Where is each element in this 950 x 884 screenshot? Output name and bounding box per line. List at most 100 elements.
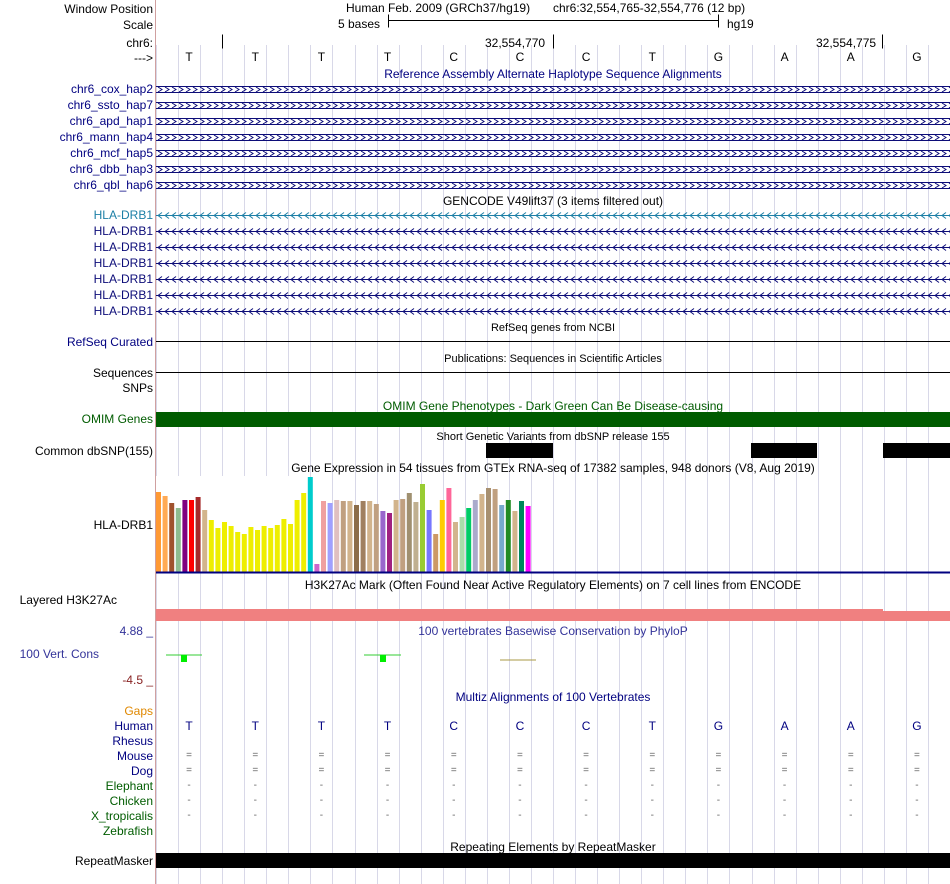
omim-title[interactable]: OMIM Gene Phenotypes - Dark Green Can Be…: [382, 399, 724, 413]
gtex-tissue-bar[interactable]: [301, 493, 307, 572]
multiz-species-label[interactable]: Chicken: [109, 794, 153, 808]
gene-feature[interactable]: [156, 307, 950, 316]
alt-haplotype-label[interactable]: chr6_ssto_hap7: [67, 98, 153, 112]
alt-haplotypes-title[interactable]: Reference Assembly Alternate Haplotype S…: [384, 67, 722, 81]
omim-bar[interactable]: [156, 412, 950, 427]
gtex-tissue-bar[interactable]: [261, 526, 267, 572]
gtex-tissue-bar[interactable]: [208, 520, 214, 572]
gtex-tissue-bar[interactable]: [162, 496, 168, 572]
gtex-tissue-bar[interactable]: [307, 477, 313, 572]
multiz-species-label[interactable]: X_tropicalis: [90, 809, 153, 823]
dbsnp-variant[interactable]: [486, 443, 553, 458]
gtex-tissue-bar[interactable]: [479, 494, 485, 572]
gtex-tissue-bar[interactable]: [499, 505, 505, 572]
gtex-tissue-bar[interactable]: [156, 492, 161, 572]
gencode-gene-label[interactable]: HLA-DRB1: [93, 256, 153, 270]
gtex-tissue-bar[interactable]: [525, 506, 531, 572]
gtex-tissue-bar[interactable]: [235, 532, 241, 572]
gtex-tissue-bar[interactable]: [387, 513, 392, 572]
gtex-tissue-bar[interactable]: [367, 501, 373, 572]
gtex-tissue-bar[interactable]: [274, 525, 280, 572]
gtex-tissue-bar[interactable]: [195, 497, 201, 572]
publications-line[interactable]: [156, 372, 950, 373]
gtex-tissue-bar[interactable]: [215, 528, 221, 572]
multiz-species-label[interactable]: Elephant: [105, 779, 153, 793]
gencode-gene-label[interactable]: HLA-DRB1: [93, 240, 153, 254]
gtex-tissue-bar[interactable]: [373, 504, 379, 572]
gtex-tissue-bar[interactable]: [453, 522, 458, 572]
publications-title[interactable]: Publications: Sequences in Scientific Ar…: [444, 353, 662, 365]
refseq-line[interactable]: [156, 341, 950, 342]
alt-haplotype-label[interactable]: chr6_mcf_hap5: [70, 146, 153, 160]
omim-label[interactable]: OMIM Genes: [81, 412, 153, 426]
gtex-tissue-bar[interactable]: [400, 499, 406, 572]
gene-feature[interactable]: [156, 243, 950, 252]
gtex-tissue-bar[interactable]: [255, 530, 260, 572]
h3k27ac-signal[interactable]: [156, 605, 950, 622]
gtex-tissue-bar[interactable]: [327, 503, 333, 572]
multiz-species-label[interactable]: Mouse: [116, 749, 153, 763]
gtex-tissue-bar[interactable]: [340, 501, 346, 572]
gtex-tissue-bar[interactable]: [241, 534, 247, 572]
gtex-tissue-bar[interactable]: [393, 500, 399, 572]
gtex-tissue-bar[interactable]: [519, 501, 524, 572]
gtex-tissue-bar[interactable]: [426, 510, 432, 572]
alignment-feature[interactable]: [156, 84, 950, 95]
gencode-gene-label[interactable]: HLA-DRB1: [93, 208, 153, 222]
gene-feature[interactable]: [156, 227, 950, 236]
gtex-tissue-bar[interactable]: [486, 488, 491, 572]
alignment-feature[interactable]: [156, 164, 950, 175]
gtex-title[interactable]: Gene Expression in 54 tissues from GTEx …: [291, 461, 815, 475]
gtex-tissue-bar[interactable]: [314, 564, 320, 572]
gtex-tissue-bar[interactable]: [202, 510, 208, 572]
gtex-tissue-bar[interactable]: [321, 501, 326, 572]
multiz-title[interactable]: Multiz Alignments of 100 Vertebrates: [455, 690, 651, 704]
gene-feature[interactable]: [156, 275, 950, 284]
gtex-tissue-bar[interactable]: [354, 505, 359, 572]
gtex-tissue-bar[interactable]: [334, 500, 340, 572]
alignment-feature[interactable]: [156, 180, 950, 191]
gtex-tissue-bar[interactable]: [380, 511, 386, 572]
gtex-tissue-bar[interactable]: [248, 527, 254, 572]
gencode-gene-label[interactable]: HLA-DRB1: [93, 272, 153, 286]
repeatmasker-title[interactable]: Repeating Elements by RepeatMasker: [450, 840, 656, 854]
gtex-tissue-bar[interactable]: [288, 524, 293, 572]
gtex-label[interactable]: HLA-DRB1: [93, 518, 153, 532]
gencode-gene-label[interactable]: HLA-DRB1: [93, 304, 153, 318]
gtex-tissue-bar[interactable]: [281, 519, 287, 572]
phylop-label[interactable]: 100 Vert. Cons: [19, 647, 99, 661]
dbsnp-variant[interactable]: [883, 443, 950, 458]
h3k27ac-title[interactable]: H3K27Ac Mark (Often Found Near Active Re…: [304, 578, 802, 592]
gtex-tissue-bar[interactable]: [268, 528, 274, 572]
gtex-tissue-bar[interactable]: [169, 503, 175, 572]
multiz-species-label[interactable]: Human: [114, 719, 153, 733]
dbsnp-title[interactable]: Short Genetic Variants from dbSNP releas…: [436, 431, 670, 443]
alt-haplotype-label[interactable]: chr6_qbl_hap6: [73, 178, 153, 192]
alignment-feature[interactable]: [156, 116, 950, 127]
alignment-feature[interactable]: [156, 148, 950, 159]
gtex-tissue-bar[interactable]: [347, 501, 353, 572]
gtex-tissue-bar[interactable]: [182, 500, 188, 572]
gene-feature[interactable]: [156, 211, 950, 220]
phylop-title[interactable]: 100 vertebrates Basewise Conservation by…: [418, 624, 688, 638]
multiz-species-label[interactable]: Dog: [130, 764, 153, 778]
multiz-species-label[interactable]: Zebrafish: [102, 824, 153, 838]
gtex-tissue-bar[interactable]: [420, 484, 425, 572]
gene-feature[interactable]: [156, 259, 950, 268]
gtex-tissue-bar[interactable]: [406, 493, 412, 572]
alt-haplotype-label[interactable]: chr6_dbb_hap3: [69, 162, 153, 176]
dbsnp-label[interactable]: Common dbSNP(155): [34, 444, 153, 458]
dbsnp-variant[interactable]: [751, 443, 817, 458]
gtex-bar-chart[interactable]: [156, 476, 950, 574]
gtex-tissue-bar[interactable]: [459, 517, 465, 572]
repeatmasker-label[interactable]: RepeatMasker: [74, 854, 153, 868]
gtex-tissue-bar[interactable]: [360, 501, 366, 572]
alt-haplotype-label[interactable]: chr6_apd_hap1: [69, 114, 153, 128]
gencode-gene-label[interactable]: HLA-DRB1: [93, 288, 153, 302]
repeatmasker-bar[interactable]: [156, 853, 950, 868]
gtex-tissue-bar[interactable]: [433, 534, 439, 572]
refseq-title[interactable]: RefSeq genes from NCBI: [490, 322, 616, 334]
alignment-feature[interactable]: [156, 100, 950, 111]
gtex-tissue-bar[interactable]: [505, 500, 511, 572]
publications-label-sequences[interactable]: Sequences: [92, 366, 153, 380]
